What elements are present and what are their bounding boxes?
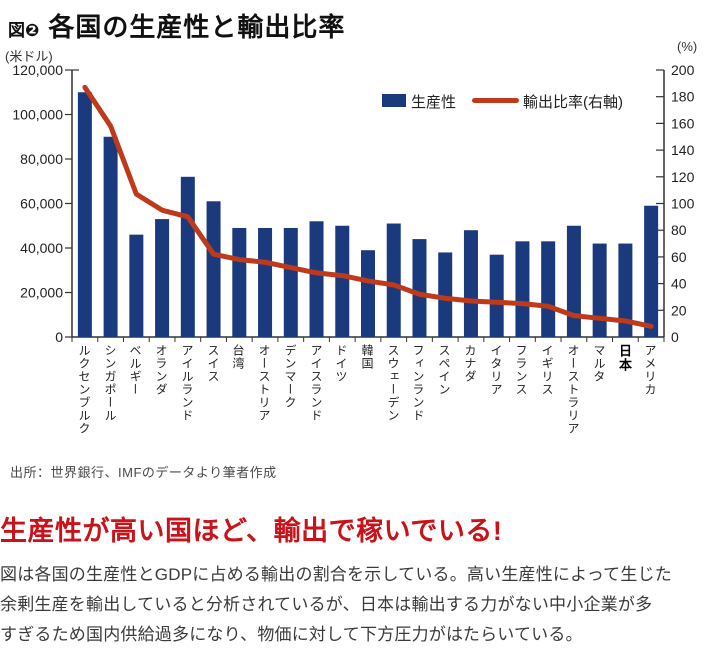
productivity-bar <box>232 227 247 337</box>
category-label: デンマーク <box>283 344 297 409</box>
productivity-bar <box>489 254 504 337</box>
right-axis-tick-label: 200 <box>671 62 695 78</box>
category-label: イタリア <box>489 344 503 396</box>
category-label: アメリカ <box>643 344 657 396</box>
productivity-bar <box>592 243 607 337</box>
right-axis-tick-label: 20 <box>671 302 687 318</box>
figure-number-badge: 図❷ <box>8 21 40 40</box>
right-axis-tick-label: 0 <box>671 329 679 345</box>
export-ratio-line <box>82 84 654 329</box>
legend-bar-label: 生産性 <box>411 94 457 111</box>
productivity-bar <box>361 250 375 337</box>
section-headline: 生産性が高い国ほど、輸出で稼いでいる! <box>0 516 503 546</box>
productivity-bar <box>309 221 324 337</box>
left-axis-tick-label: 60,000 <box>20 196 63 212</box>
category-label: 台湾 <box>231 344 245 370</box>
left-axis-tick-label: 0 <box>55 329 63 345</box>
productivity-bar <box>206 201 221 337</box>
category-label: シンガポール <box>103 344 117 422</box>
legend-bar-swatch <box>382 94 406 107</box>
category-label: ドイツ <box>334 344 348 383</box>
source-attribution: 出所：世界銀行、IMFのデータより筆者作成 <box>10 465 277 480</box>
productivity-bar <box>129 234 144 337</box>
category-label: オーストリア <box>257 344 271 422</box>
body-paragraph: 図は各国の生産性とGDPに占める輸出の割合を示している。高い生産性によって生じた… <box>0 565 672 644</box>
category-label: フィンランド <box>411 344 425 422</box>
productivity-bar <box>515 241 530 337</box>
left-axis-tick-label: 120,000 <box>12 62 63 78</box>
productivity-bar <box>463 230 478 337</box>
figure-header: 図❷ 各国の生産性と輸出比率 <box>8 7 345 44</box>
productivity-bar <box>155 219 170 337</box>
productivity-bar <box>180 176 195 337</box>
left-axis-tick-label: 20,000 <box>20 285 63 301</box>
productivity-bar <box>618 243 633 337</box>
left-axis-tick-label: 40,000 <box>20 240 63 256</box>
right-axis-tick-label: 120 <box>671 169 695 185</box>
productivity-bar <box>386 223 401 337</box>
category-label: 韓国 <box>360 344 374 370</box>
category-label: 日本 <box>617 344 632 372</box>
category-label: オーストラリア <box>566 344 580 435</box>
right-axis-unit-label: (%) <box>677 39 698 54</box>
category-label: ベルギー <box>128 344 142 396</box>
left-axis-unit-label: (米ドル) <box>5 49 53 64</box>
productivity-bar <box>103 136 118 337</box>
category-label: カナダ <box>463 344 477 383</box>
legend-line-swatch <box>472 98 519 103</box>
productivity-bar <box>258 227 273 337</box>
right-axis-tick-label: 100 <box>671 196 695 212</box>
productivity-bar <box>335 225 350 337</box>
productivity-bar <box>438 252 453 337</box>
productivity-bar <box>283 227 298 337</box>
category-label: イギリス <box>540 344 554 396</box>
category-label: スウェーデン <box>386 344 400 422</box>
right-axis-tick-label: 160 <box>671 115 695 131</box>
right-axis-tick-label: 40 <box>671 276 687 292</box>
right-axis-tick-label: 180 <box>671 89 695 105</box>
category-label: スペイン <box>437 344 451 396</box>
productivity-bar <box>412 239 427 337</box>
category-label: スイス <box>206 344 220 383</box>
category-label: アイスランド <box>309 344 323 422</box>
right-axis-tick-label: 140 <box>671 142 695 158</box>
productivity-bar <box>566 225 581 337</box>
category-axis-labels: ルクセンブルク シンガポール ベルギー オランダ アイルランド スイス 台湾 オーストリア デン… <box>0 344 710 462</box>
left-axis-tick-label: 80,000 <box>20 151 63 167</box>
right-axis-tick-label: 60 <box>671 249 687 265</box>
category-label: フランス <box>514 344 528 396</box>
category-label: ルクセンブルク <box>77 344 91 435</box>
chart-title: 各国の生産性と輸出比率 <box>48 12 346 42</box>
category-label: アイルランド <box>180 344 194 422</box>
right-axis-tick-label: 80 <box>671 222 687 238</box>
productivity-bar <box>541 241 556 337</box>
legend-line-label: 輸出比率(右軸) <box>523 94 623 111</box>
productivity-bar <box>644 205 659 337</box>
category-label: オランダ <box>154 344 168 396</box>
category-label: マルタ <box>592 344 606 383</box>
left-axis-tick-label: 100,000 <box>12 107 63 123</box>
productivity-export-chart: 0 20,000 40,000 60,000 80,000 100,000 120,000 0… <box>12 62 695 345</box>
productivity-bar <box>77 92 92 337</box>
